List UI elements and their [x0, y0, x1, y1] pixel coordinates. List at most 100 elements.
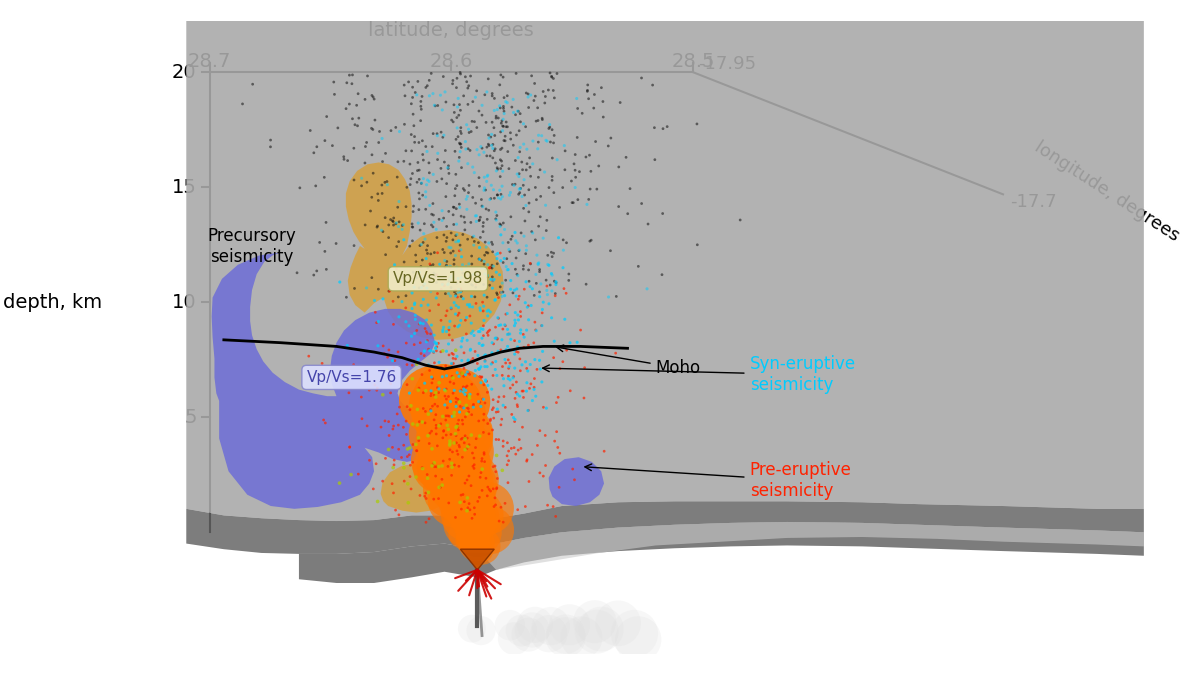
Point: [401, 400, 420, 411]
Point: [536, 200, 556, 211]
Point: [461, 345, 480, 356]
Point: [474, 279, 493, 290]
Point: [458, 367, 478, 378]
Point: [376, 148, 395, 159]
Point: [424, 221, 443, 232]
Point: [379, 286, 398, 296]
Point: [492, 115, 511, 126]
Text: 20: 20: [172, 63, 197, 82]
Point: [568, 132, 587, 143]
Point: [426, 420, 445, 431]
Point: [607, 291, 626, 302]
Point: [424, 373, 443, 384]
Point: [395, 462, 414, 473]
Point: [509, 171, 528, 182]
Point: [533, 113, 552, 124]
Point: [474, 324, 493, 335]
Point: [260, 142, 280, 153]
Point: [462, 318, 481, 329]
Point: [475, 172, 494, 183]
Point: [389, 346, 408, 357]
Point: [376, 212, 395, 223]
Point: [520, 153, 539, 163]
Point: [430, 259, 449, 269]
Point: [475, 182, 494, 193]
Point: [505, 335, 524, 346]
Point: [493, 435, 512, 446]
Point: [487, 288, 506, 298]
Point: [454, 418, 473, 429]
Point: [505, 307, 524, 318]
Point: [503, 231, 522, 242]
Point: [437, 383, 456, 394]
Point: [442, 242, 461, 253]
Point: [481, 274, 500, 285]
Point: [452, 286, 472, 296]
Point: [476, 247, 496, 258]
Point: [474, 448, 493, 458]
Point: [390, 126, 409, 137]
Point: [446, 430, 466, 441]
Point: [498, 90, 517, 101]
Point: [486, 434, 505, 445]
Point: [527, 250, 546, 261]
Point: [524, 384, 544, 395]
Point: [413, 369, 432, 380]
Point: [486, 207, 505, 217]
Text: 28.6: 28.6: [430, 51, 473, 71]
Point: [448, 180, 467, 191]
Point: [402, 483, 421, 494]
Point: [412, 115, 431, 126]
Point: [502, 234, 521, 244]
Point: [510, 354, 529, 364]
Point: [409, 282, 428, 293]
Point: [440, 396, 460, 407]
Point: [511, 227, 530, 238]
Point: [443, 335, 462, 346]
Point: [463, 302, 482, 313]
Point: [449, 310, 468, 321]
Point: [426, 423, 445, 433]
Point: [420, 167, 439, 178]
Point: [431, 163, 450, 173]
Point: [496, 320, 515, 331]
Point: [472, 377, 491, 388]
Point: [407, 272, 426, 283]
Point: [420, 176, 439, 187]
Point: [439, 242, 458, 252]
Text: -17.7: -17.7: [1010, 193, 1057, 211]
Point: [457, 475, 476, 485]
Point: [446, 203, 466, 214]
Point: [432, 127, 451, 138]
Point: [482, 239, 502, 250]
Point: [484, 275, 503, 286]
Point: [368, 188, 388, 199]
Point: [409, 385, 428, 396]
Point: [523, 227, 542, 238]
Point: [498, 373, 517, 384]
Point: [494, 103, 514, 114]
Point: [542, 171, 562, 182]
Point: [485, 93, 504, 104]
Point: [538, 136, 557, 146]
Point: [461, 389, 480, 400]
Point: [442, 282, 461, 293]
Point: [478, 170, 497, 181]
Point: [482, 263, 502, 273]
Point: [443, 358, 462, 369]
Point: [439, 391, 458, 402]
Point: [454, 294, 473, 304]
Point: [462, 356, 481, 367]
Point: [499, 361, 518, 372]
Point: [470, 305, 490, 316]
Point: [467, 270, 486, 281]
Point: [550, 202, 569, 213]
Point: [340, 441, 359, 452]
Point: [564, 159, 583, 169]
Point: [472, 524, 491, 535]
Point: [436, 255, 455, 266]
Polygon shape: [380, 464, 452, 512]
Point: [368, 195, 388, 206]
Point: [409, 165, 428, 176]
Point: [337, 340, 356, 351]
